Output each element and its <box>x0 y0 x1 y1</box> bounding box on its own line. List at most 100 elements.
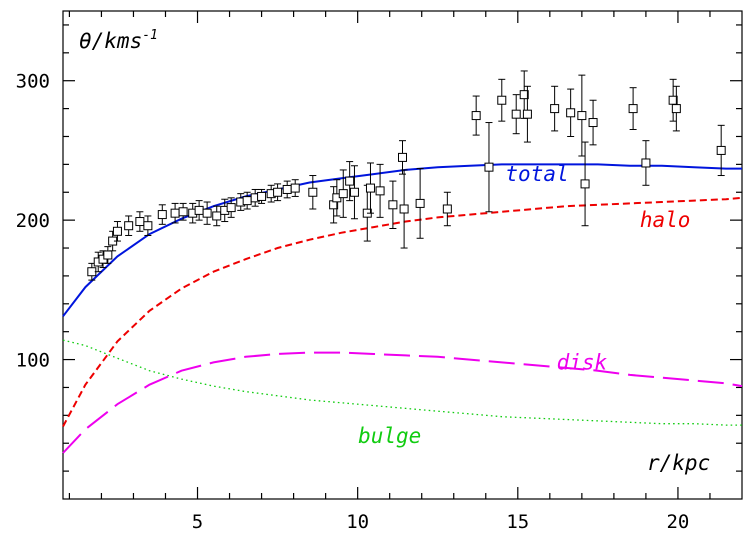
data-point <box>566 88 576 137</box>
data-point <box>399 169 409 249</box>
square-marker <box>375 186 385 196</box>
disk-label: disk <box>557 350 608 374</box>
bulge-curve <box>62 339 742 426</box>
x-tick-label: 20 <box>666 511 689 533</box>
data-point <box>550 85 560 132</box>
square-marker <box>194 205 204 215</box>
x-axis-label: r/kpc <box>647 451 710 475</box>
data-point <box>484 122 494 213</box>
x-tick-label: 10 <box>346 511 369 533</box>
data-point <box>497 78 507 122</box>
square-marker <box>290 183 300 193</box>
square-marker <box>143 221 153 231</box>
data-point <box>143 215 153 236</box>
square-marker <box>226 203 236 213</box>
axis-tick-labels: 5 10 15 20 100 200 300 <box>16 71 690 533</box>
data-point <box>212 205 222 227</box>
square-marker <box>349 187 359 197</box>
square-marker <box>716 145 726 155</box>
square-marker <box>522 109 532 119</box>
square-marker <box>124 221 134 231</box>
data-point <box>471 95 481 136</box>
square-marker <box>178 207 188 217</box>
halo-curve <box>62 196 743 427</box>
data-point <box>135 211 145 232</box>
square-marker <box>388 200 398 210</box>
data-point <box>226 197 236 218</box>
square-marker <box>399 204 409 214</box>
observation-points <box>87 70 726 281</box>
square-marker <box>308 187 318 197</box>
square-marker <box>242 196 252 206</box>
data-point <box>103 246 113 264</box>
square-marker <box>365 183 375 193</box>
data-point <box>282 180 292 199</box>
data-point <box>308 175 318 210</box>
square-marker <box>338 189 348 199</box>
data-point <box>375 163 385 218</box>
y-axis-label-main: θ/kms <box>79 29 142 53</box>
square-marker <box>580 179 590 189</box>
y-axis-label-superscript: -1 <box>142 28 158 43</box>
data-point <box>580 141 590 227</box>
square-marker <box>577 111 587 121</box>
data-point <box>522 85 532 143</box>
data-point <box>716 124 726 177</box>
data-point <box>671 85 681 132</box>
total-curve <box>62 163 742 317</box>
halo-label: halo <box>640 208 691 232</box>
total-label: total <box>505 162 568 186</box>
axis-ticks <box>63 11 742 499</box>
data-point <box>588 99 598 146</box>
square-marker <box>212 211 222 221</box>
square-marker <box>566 108 576 118</box>
square-marker <box>471 111 481 121</box>
square-marker <box>671 104 681 114</box>
square-marker <box>519 90 529 100</box>
square-marker <box>511 109 521 119</box>
data-point <box>332 179 342 217</box>
data-point <box>273 183 283 202</box>
square-marker <box>415 198 425 208</box>
curve-labels: total halo disk bulge <box>358 162 690 448</box>
data-point <box>290 179 300 197</box>
square-marker <box>170 208 180 218</box>
square-marker <box>135 217 145 227</box>
x-tick-label: 15 <box>506 511 529 533</box>
square-marker <box>484 162 494 172</box>
x-tick-label: 5 <box>192 511 203 533</box>
square-marker <box>202 208 212 218</box>
data-point <box>242 191 252 210</box>
square-marker <box>442 204 452 214</box>
square-marker <box>87 267 97 277</box>
data-point <box>349 165 359 220</box>
data-point <box>388 180 398 230</box>
data-point <box>338 169 348 218</box>
data-point <box>124 215 134 236</box>
square-marker <box>588 118 598 128</box>
data-point <box>577 74 587 157</box>
data-point <box>511 94 521 135</box>
square-marker <box>112 226 122 236</box>
square-marker <box>345 176 355 186</box>
square-marker <box>628 104 638 114</box>
data-point <box>442 191 452 227</box>
y-axis-label: θ/kms-1 <box>79 28 158 53</box>
square-marker <box>273 187 283 197</box>
square-marker <box>550 104 560 114</box>
data-point <box>415 168 425 239</box>
data-point <box>628 87 638 131</box>
square-marker <box>497 95 507 105</box>
data-point <box>236 193 246 211</box>
y-tick-label: 100 <box>16 350 50 372</box>
data-point <box>157 204 167 225</box>
plot-frame <box>62 10 743 500</box>
square-marker <box>257 191 267 201</box>
data-point <box>178 202 188 221</box>
square-marker <box>103 250 113 260</box>
bulge-label: bulge <box>358 424 421 448</box>
data-point <box>257 188 267 204</box>
data-point <box>112 221 122 242</box>
square-marker <box>641 158 651 168</box>
